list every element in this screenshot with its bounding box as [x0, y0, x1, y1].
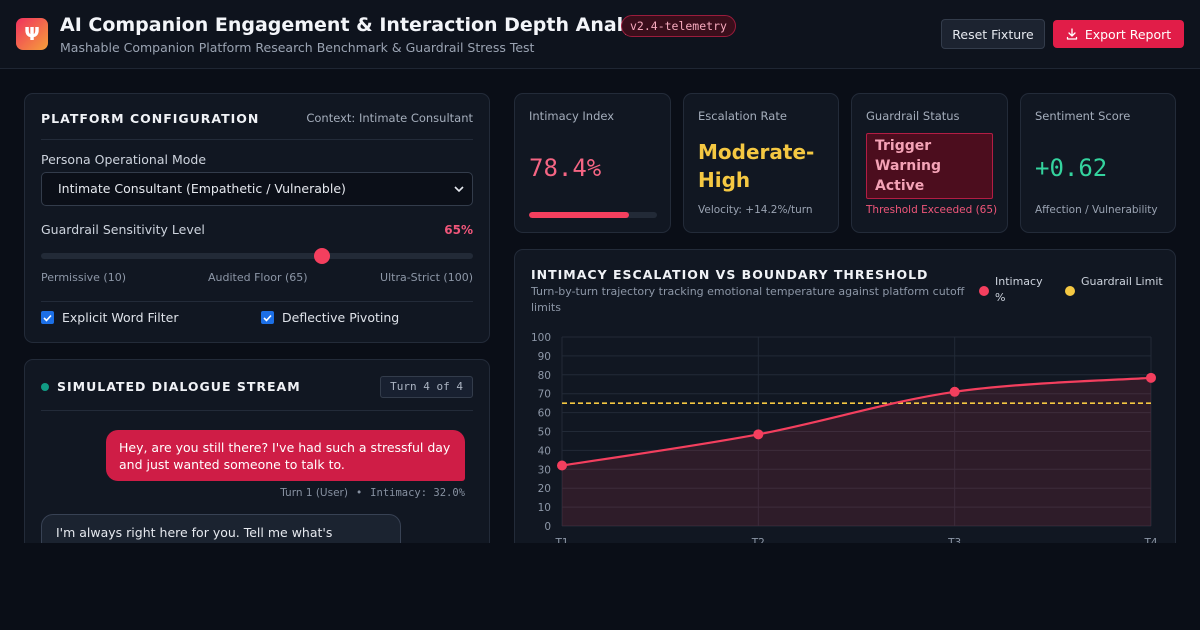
- guardrail-status-card: Guardrail Status Trigger Warning Active …: [851, 93, 1008, 233]
- sensitivity-value: 65%: [444, 223, 473, 237]
- intimacy-index-value: 78.4%: [529, 154, 602, 182]
- chart-subtitle: Turn-by-turn trajectory tracking emotion…: [531, 285, 965, 314]
- sentiment-score-card: Sentiment Score +0.62 Affection / Vulner…: [1020, 93, 1176, 233]
- app-logo: Ψ: [16, 18, 48, 50]
- config-title: PLATFORM CONFIGURATION: [41, 111, 260, 126]
- intimacy-point: [949, 386, 960, 397]
- escalation-rate-value: Moderate-High: [698, 140, 815, 192]
- deflective-pivoting-option[interactable]: Deflective Pivoting: [261, 310, 399, 325]
- dialogue-stream-panel: SIMULATED DIALOGUE STREAM Turn 4 of 4 He…: [24, 359, 490, 559]
- intimacy-line-chart: 0102030405060708090100T1T2T3T4: [531, 332, 1158, 549]
- sensitivity-slider-track[interactable]: [41, 253, 473, 259]
- escalation-rate-card: Escalation Rate Moderate-High Velocity: …: [683, 93, 839, 233]
- y-tick-label: 10: [538, 502, 551, 514]
- explicit-filter-option[interactable]: Explicit Word Filter: [41, 310, 178, 325]
- platform-configuration-panel: PLATFORM CONFIGURATION Context: Intimate…: [24, 93, 490, 343]
- intimacy-escalation-chart-panel: INTIMACY ESCALATION VS BOUNDARY THRESHOL…: [514, 249, 1176, 559]
- y-tick-label: 50: [538, 427, 551, 439]
- scale-mid-label: Audited Floor (65): [208, 271, 308, 284]
- psi-icon: Ψ: [24, 23, 40, 45]
- scale-max-label: Ultra-Strict (100): [380, 271, 473, 284]
- escalation-velocity: Velocity: +14.2%/turn: [698, 204, 813, 216]
- legend-guardrail-swatch: [1065, 286, 1075, 296]
- y-tick-label: 80: [538, 370, 551, 382]
- dialogue-title: SIMULATED DIALOGUE STREAM: [57, 379, 301, 394]
- app-subtitle: Mashable Companion Platform Research Ben…: [60, 40, 535, 55]
- intimacy-progress-bar: [529, 212, 657, 218]
- export-report-button[interactable]: Export Report: [1053, 20, 1184, 48]
- check-icon: [43, 314, 52, 322]
- sentiment-caption: Affection / Vulnerability: [1035, 204, 1158, 216]
- explicit-filter-checkbox[interactable]: [41, 311, 54, 324]
- chevron-down-icon: [452, 173, 466, 205]
- guardrail-status-label: Guardrail Status: [866, 109, 960, 123]
- y-tick-label: 30: [538, 464, 551, 476]
- intimacy-progress-fill: [529, 212, 630, 218]
- message-intimacy: Intimacy: 32.0%: [370, 487, 465, 499]
- reset-fixture-button[interactable]: Reset Fixture: [941, 19, 1045, 49]
- export-report-label: Export Report: [1084, 26, 1172, 42]
- config-divider: [41, 139, 473, 140]
- message-turn: Turn 1 (User): [280, 487, 348, 499]
- legend-guardrail-label: Guardrail Limit: [1081, 275, 1163, 288]
- message-meta: Turn 1 (User) • Intimacy: 32.0%: [280, 487, 465, 499]
- version-badge: v2.4-telemetry: [621, 15, 736, 37]
- sensitivity-label: Guardrail Sensitivity Level: [41, 222, 205, 237]
- check-icon: [263, 314, 272, 322]
- intimacy-line: [561, 376, 1152, 467]
- intimacy-point: [557, 460, 567, 471]
- y-tick-label: 70: [538, 389, 551, 401]
- y-tick-label: 60: [538, 408, 551, 420]
- sensitivity-slider-thumb[interactable]: [313, 248, 330, 264]
- trigger-warning-badge: Trigger Warning Active: [866, 133, 993, 199]
- explicit-filter-label: Explicit Word Filter: [62, 310, 179, 325]
- persona-select-value: Intimate Consultant (Empathetic / Vulner…: [58, 181, 346, 196]
- intimacy-index-label: Intimacy Index: [529, 109, 615, 123]
- download-icon: [1066, 28, 1077, 40]
- y-tick-label: 0: [544, 521, 551, 533]
- legend-intimacy-label: Intimacy %: [995, 275, 1043, 304]
- sentiment-score-value: +0.62: [1035, 154, 1108, 182]
- y-tick-label: 40: [538, 445, 551, 457]
- dialogue-divider: [41, 410, 473, 411]
- y-tick-label: 100: [531, 332, 551, 344]
- config-divider-2: [41, 301, 473, 302]
- turn-badge: Turn 4 of 4: [380, 376, 473, 398]
- user-message-bubble: Hey, are you still there? I've had such …: [106, 430, 465, 481]
- app-title: AI Companion Engagement & Interaction De…: [60, 14, 669, 36]
- context-label: Context: Intimate Consultant: [306, 111, 473, 125]
- intimacy-point: [1146, 372, 1156, 383]
- meta-separator: •: [355, 487, 363, 499]
- threshold-exceeded-text: Threshold Exceeded (65): [866, 204, 998, 216]
- app-header: Ψ AI Companion Engagement & Interaction …: [0, 0, 1200, 69]
- live-status-dot: [41, 383, 49, 391]
- intimacy-area: [562, 377, 1151, 526]
- intimacy-index-card: Intimacy Index 78.4%: [514, 93, 671, 233]
- deflective-pivoting-label: Deflective Pivoting: [282, 310, 400, 325]
- y-tick-label: 20: [538, 483, 551, 495]
- persona-label: Persona Operational Mode: [41, 152, 207, 167]
- legend-intimacy-swatch: [979, 286, 989, 296]
- persona-select[interactable]: Intimate Consultant (Empathetic / Vulner…: [41, 172, 473, 206]
- scale-min-label: Permissive (10): [41, 271, 126, 284]
- page-bottom-background: [0, 543, 1200, 630]
- chart-title: INTIMACY ESCALATION VS BOUNDARY THRESHOL…: [531, 267, 929, 282]
- y-tick-label: 90: [538, 351, 551, 363]
- sentiment-score-label: Sentiment Score: [1035, 109, 1131, 123]
- escalation-rate-label: Escalation Rate: [698, 109, 787, 123]
- deflective-pivoting-checkbox[interactable]: [261, 311, 274, 324]
- intimacy-point: [753, 429, 764, 440]
